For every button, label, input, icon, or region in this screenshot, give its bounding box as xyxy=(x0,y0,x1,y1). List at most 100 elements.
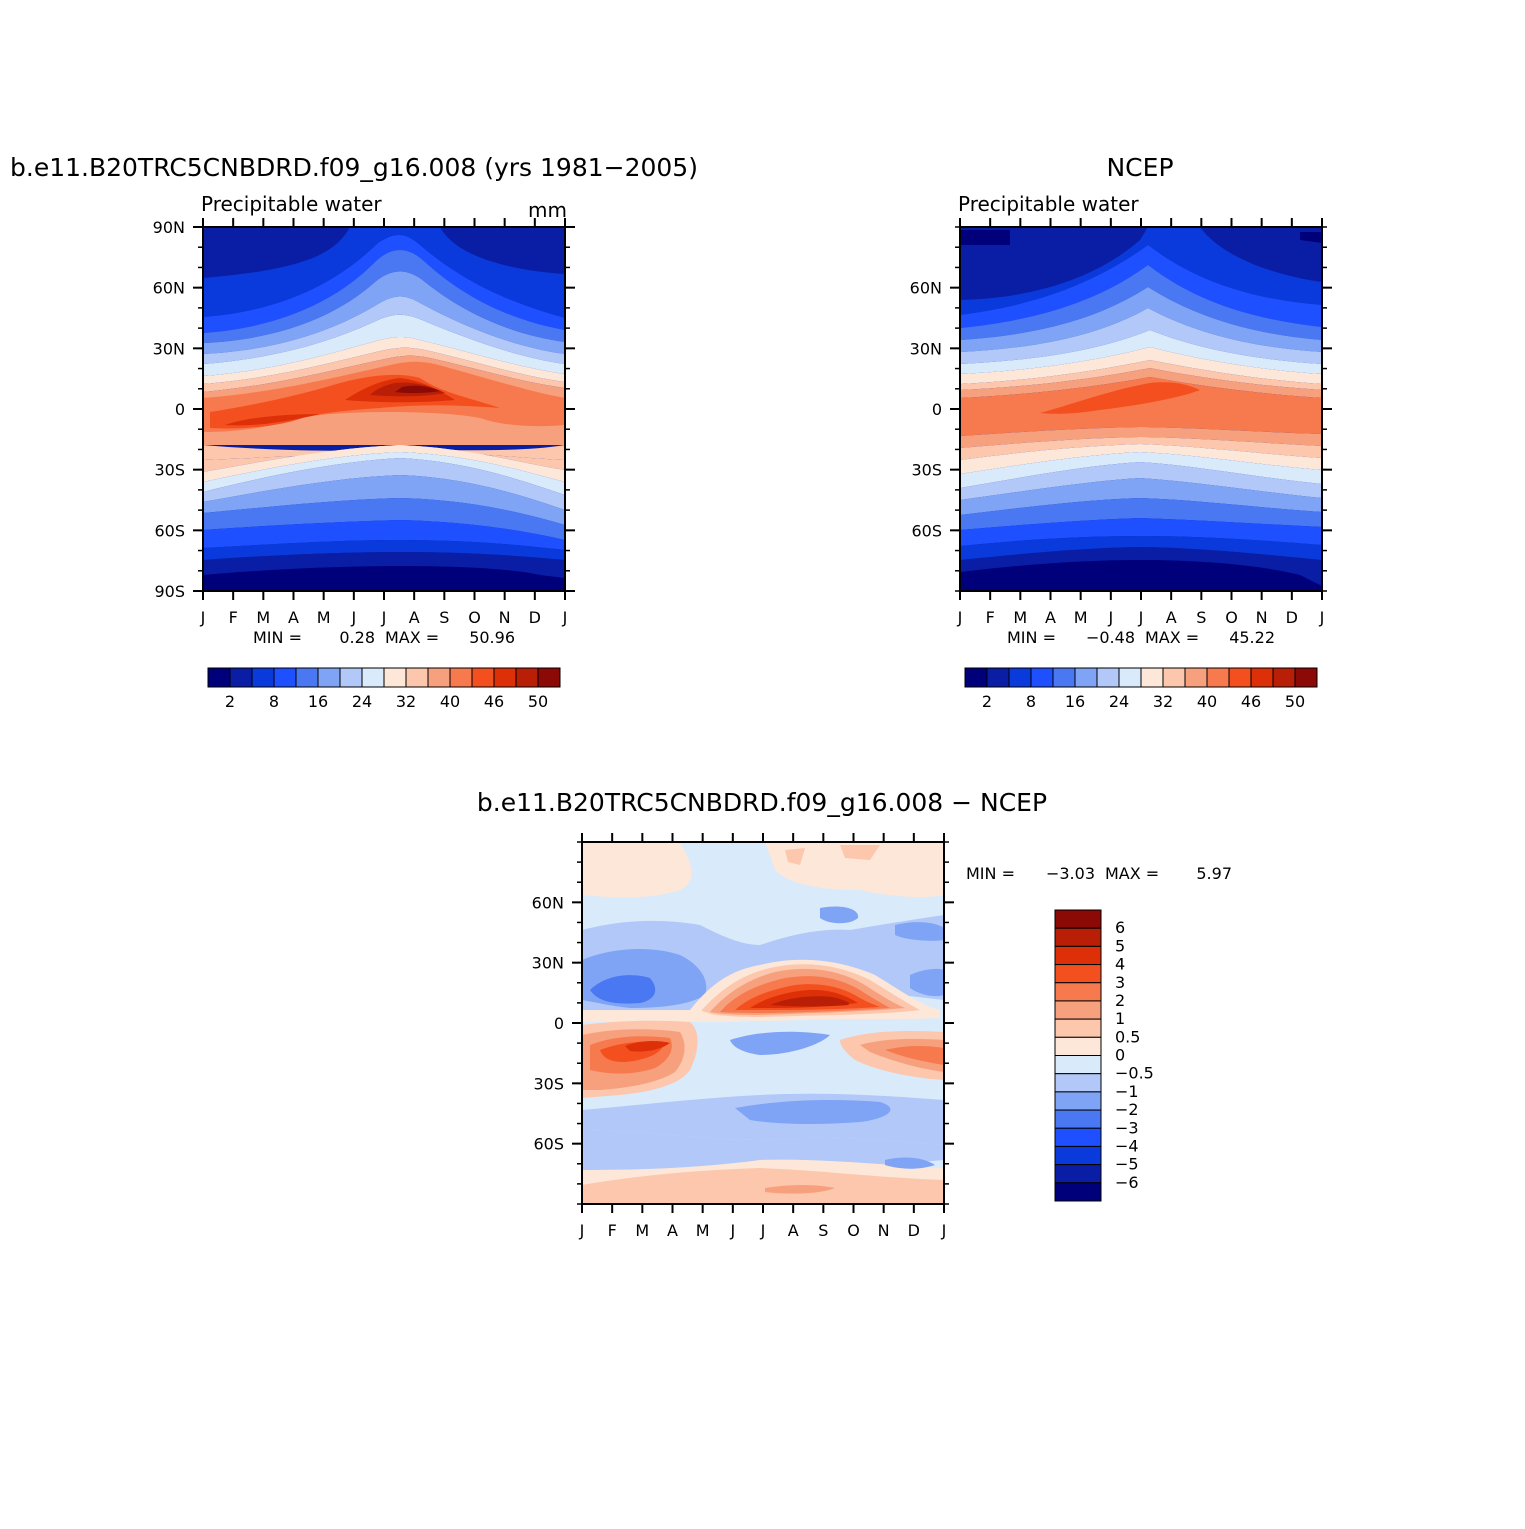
colorbar-box xyxy=(405,667,429,688)
colorbar-box xyxy=(1054,1145,1102,1166)
x-tick-label: M xyxy=(1074,608,1088,627)
colorbar-box xyxy=(1054,1127,1102,1147)
colorbar-label: 46 xyxy=(1241,692,1261,711)
colorbar-label: 4 xyxy=(1115,955,1125,974)
x-tick-label: N xyxy=(499,608,511,627)
x-tick-label: M xyxy=(256,608,270,627)
colorbar-label: 32 xyxy=(1153,692,1173,711)
colorbar-label: 16 xyxy=(308,692,328,711)
colorbar-box xyxy=(251,667,275,688)
colorbar-box xyxy=(229,667,253,688)
y-tick-label: 60N xyxy=(910,279,942,298)
colorbar-box xyxy=(1054,1164,1102,1184)
x-tick-label: J xyxy=(729,1221,735,1240)
colorbar-box xyxy=(273,667,297,688)
colorbar-label: 50 xyxy=(1285,692,1305,711)
colorbar-box xyxy=(1054,1109,1102,1129)
panel-model-min-value: 0.28 xyxy=(339,628,375,647)
x-tick-label: A xyxy=(1045,608,1056,627)
colorbar-box xyxy=(1052,667,1076,688)
colorbar-box xyxy=(1206,667,1230,688)
colorbar-box xyxy=(986,667,1010,688)
colorbar-box xyxy=(1054,1055,1102,1075)
x-tick-label: O xyxy=(468,608,481,627)
x-tick-label: A xyxy=(1166,608,1177,627)
colorbar-box xyxy=(1272,667,1296,688)
colorbar-label: 2 xyxy=(982,692,992,711)
colorbar-box xyxy=(1096,667,1120,688)
colorbar-box xyxy=(1140,667,1164,688)
y-tick-label: 0 xyxy=(175,400,185,419)
colorbar-box xyxy=(537,667,561,688)
colorbar-label: −3 xyxy=(1115,1118,1139,1137)
colorbar-label: 8 xyxy=(1026,692,1036,711)
x-tick-label: S xyxy=(1196,608,1206,627)
colorbar-label: 32 xyxy=(396,692,416,711)
panel-diff-field xyxy=(582,842,944,1204)
x-tick-label: S xyxy=(439,608,449,627)
panel-model-title: b.e11.B20TRC5CNBDRD.f09_g16.008 (yrs 198… xyxy=(10,153,698,182)
y-tick-label: 0 xyxy=(554,1014,564,1033)
colorbar-label: 0 xyxy=(1115,1046,1125,1065)
x-tick-label: A xyxy=(409,608,420,627)
x-tick-label: A xyxy=(667,1221,678,1240)
x-tick-label: D xyxy=(908,1221,920,1240)
x-tick-label: J xyxy=(200,608,206,627)
colorbar-box xyxy=(1054,982,1102,1002)
x-tick-label: M xyxy=(317,608,331,627)
panel-diff: b.e11.B20TRC5CNBDRD.f09_g16.008 − NCEP xyxy=(477,788,1232,1240)
colorbar-box xyxy=(1228,667,1252,688)
colorbar-label: 2 xyxy=(225,692,235,711)
panel-ncep-min-value: −0.48 xyxy=(1086,628,1135,647)
x-tick-label: M xyxy=(696,1221,710,1240)
y-tick-label: 60S xyxy=(533,1135,564,1154)
x-tick-label: A xyxy=(788,1221,799,1240)
y-tick-label: 30N xyxy=(153,339,185,358)
colorbar-box xyxy=(295,667,319,688)
colorbar-label: 40 xyxy=(1197,692,1217,711)
colorbar-box xyxy=(427,667,451,688)
x-tick-label: J xyxy=(381,608,387,627)
colorbar-label: −1 xyxy=(1115,1082,1139,1101)
colorbar-box xyxy=(1054,1073,1102,1093)
x-tick-label: F xyxy=(229,608,238,627)
panel-ncep: NCEP Precipitable water xyxy=(910,153,1332,711)
panel-model-subtitle: Precipitable water xyxy=(201,192,382,216)
y-tick-label: 60N xyxy=(153,279,185,298)
x-tick-label: O xyxy=(847,1221,860,1240)
colorbar-box xyxy=(1054,1182,1102,1202)
panel-ncep-subtitle: Precipitable water xyxy=(958,192,1139,216)
x-tick-label: N xyxy=(1256,608,1268,627)
panel-diff-min-value: −3.03 xyxy=(1046,864,1095,883)
y-tick-label: 60N xyxy=(532,893,564,912)
panel-diff-max-value: 5.97 xyxy=(1196,864,1232,883)
colorbar-box xyxy=(1054,1036,1102,1056)
panel-model-max-value: 50.96 xyxy=(469,628,515,647)
y-tick-label: 30S xyxy=(154,461,185,480)
panel-diff-max-label: MAX = xyxy=(1105,864,1159,883)
panel-ncep-colorbar: 2 8 16 24 32 40 46 50 xyxy=(964,667,1318,711)
panel-ncep-max-label: MAX = xyxy=(1145,628,1199,647)
colorbar-label: 5 xyxy=(1115,936,1125,955)
y-tick-label: 90S xyxy=(154,582,185,601)
y-tick-label: 60S xyxy=(911,521,942,540)
colorbar-box xyxy=(1162,667,1186,688)
x-tick-label: S xyxy=(818,1221,828,1240)
colorbar-box xyxy=(1054,927,1102,947)
colorbar-box xyxy=(493,667,517,688)
x-tick-label: J xyxy=(1107,608,1113,627)
colorbar-box xyxy=(1250,667,1274,688)
y-tick-label: 90N xyxy=(153,218,185,237)
x-tick-label: F xyxy=(986,608,995,627)
colorbar-label: 0.5 xyxy=(1115,1027,1140,1046)
x-tick-label: J xyxy=(1319,608,1325,627)
colorbar-label: −4 xyxy=(1115,1136,1139,1155)
y-tick-label: 0 xyxy=(932,400,942,419)
colorbar-label: 6 xyxy=(1115,918,1125,937)
colorbar-box xyxy=(1054,964,1102,984)
y-tick-label: 30S xyxy=(911,461,942,480)
colorbar-label: −6 xyxy=(1115,1173,1139,1192)
x-tick-label: D xyxy=(1286,608,1298,627)
